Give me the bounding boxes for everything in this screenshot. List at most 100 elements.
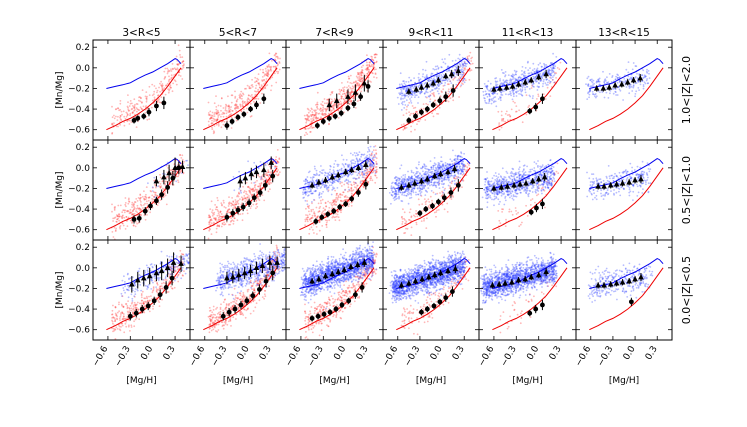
red-sample-point bbox=[215, 119, 218, 122]
blue-sample-point bbox=[400, 90, 403, 92]
red-sample-point bbox=[321, 112, 324, 115]
blue-sample-point bbox=[505, 79, 508, 82]
red-sample-point bbox=[360, 72, 362, 75]
blue-sample-point bbox=[425, 88, 428, 91]
red-sample-point bbox=[253, 186, 256, 189]
red-sample-point bbox=[308, 119, 311, 122]
red-sample-point bbox=[135, 126, 138, 128]
blue-sample-point bbox=[459, 64, 462, 66]
red-sample-point bbox=[321, 104, 324, 106]
high-median-triangle bbox=[528, 77, 535, 83]
blue-sample-point bbox=[534, 79, 537, 81]
blue-sample-point bbox=[515, 87, 518, 90]
red-sample-point bbox=[312, 223, 315, 226]
red-sample-point bbox=[306, 114, 309, 116]
red-sample-point bbox=[360, 70, 363, 73]
blue-sample-point bbox=[530, 71, 533, 74]
red-sample-point bbox=[228, 196, 230, 199]
blue-sample-point bbox=[438, 167, 440, 170]
blue-sample-point bbox=[452, 175, 454, 177]
blue-sample-point bbox=[411, 90, 414, 92]
blue-sample-point bbox=[410, 175, 413, 178]
blue-sample-point bbox=[192, 152, 194, 154]
red-sample-point bbox=[113, 117, 116, 120]
blue-sample-point bbox=[436, 171, 439, 174]
red-sample-point bbox=[263, 180, 265, 183]
blue-sample-point bbox=[512, 78, 514, 80]
red-sample-point bbox=[453, 162, 456, 165]
red-sample-point bbox=[182, 66, 185, 69]
blue-sample-point bbox=[628, 87, 631, 89]
red-sample-point bbox=[341, 95, 344, 98]
blue-sample-point bbox=[448, 178, 450, 181]
red-sample-point bbox=[178, 71, 181, 74]
blue-sample-point bbox=[373, 164, 376, 167]
blue-sample-point bbox=[359, 174, 362, 177]
red-sample-point bbox=[255, 203, 257, 206]
blue-sample-point bbox=[539, 62, 541, 65]
blue-sample-point bbox=[422, 73, 424, 75]
red-sample-point bbox=[318, 108, 321, 111]
blue-sample-point bbox=[632, 62, 635, 64]
red-sample-point bbox=[166, 72, 169, 75]
red-sample-point bbox=[167, 70, 170, 73]
blue-sample-point bbox=[540, 79, 543, 82]
blue-sample-point bbox=[597, 79, 600, 82]
red-sample-point bbox=[421, 203, 424, 206]
red-sample-point bbox=[254, 81, 256, 84]
red-sample-point bbox=[166, 176, 169, 178]
red-sample-point bbox=[402, 128, 405, 131]
blue-sample-point bbox=[437, 180, 440, 183]
blue-sample-point bbox=[430, 77, 433, 80]
red-sample-point bbox=[257, 195, 259, 198]
red-sample-point bbox=[260, 178, 262, 181]
blue-sample-point bbox=[516, 79, 518, 82]
blue-sample-point bbox=[458, 63, 461, 65]
high-median-triangle bbox=[600, 85, 607, 91]
high-median-triangle bbox=[248, 170, 255, 177]
red-sample-point bbox=[264, 163, 267, 165]
blue-sample-point bbox=[437, 177, 440, 180]
blue-sample-point bbox=[491, 99, 493, 102]
red-sample-point bbox=[234, 108, 237, 110]
blue-sample-point bbox=[391, 191, 394, 193]
red-sample-point bbox=[217, 111, 220, 113]
blue-sample-point bbox=[463, 77, 466, 80]
blue-sample-point bbox=[405, 88, 408, 91]
blue-sample-point bbox=[350, 161, 353, 164]
blue-sample-point bbox=[605, 86, 608, 88]
blue-sample-point bbox=[549, 73, 552, 75]
blue-sample-point bbox=[410, 194, 413, 196]
red-sample-point bbox=[228, 211, 231, 214]
red-sample-point bbox=[366, 173, 369, 176]
red-sample-point bbox=[315, 113, 317, 116]
blue-sample-point bbox=[337, 178, 340, 181]
red-sample-point bbox=[167, 167, 170, 169]
blue-sample-point bbox=[366, 151, 369, 153]
red-sample-point bbox=[117, 217, 120, 220]
red-sample-point bbox=[404, 126, 406, 129]
red-sample-point bbox=[360, 74, 363, 77]
blue-sample-point bbox=[410, 102, 413, 104]
red-sample-point bbox=[508, 113, 511, 116]
blue-sample-point bbox=[323, 186, 326, 189]
blue-sample-point bbox=[532, 62, 535, 65]
blue-sample-point bbox=[641, 80, 644, 82]
blue-sample-point bbox=[370, 154, 373, 157]
red-sample-point bbox=[500, 126, 503, 129]
blue-sample-point bbox=[346, 165, 349, 167]
red-sample-point bbox=[276, 161, 279, 164]
red-sample-point bbox=[542, 93, 545, 95]
blue-sample-point bbox=[420, 91, 423, 94]
blue-sample-point bbox=[608, 73, 611, 75]
red-sample-point bbox=[179, 154, 182, 156]
blue-sample-point bbox=[419, 184, 422, 187]
red-sample-point bbox=[339, 100, 342, 103]
blue-sample-point bbox=[461, 70, 464, 73]
blue-sample-point bbox=[410, 176, 413, 179]
red-sample-point bbox=[375, 176, 378, 179]
blue-sample-point bbox=[355, 157, 358, 160]
red-sample-point bbox=[470, 57, 472, 60]
blue-sample-point bbox=[642, 69, 645, 72]
red-sample-point bbox=[207, 112, 210, 114]
